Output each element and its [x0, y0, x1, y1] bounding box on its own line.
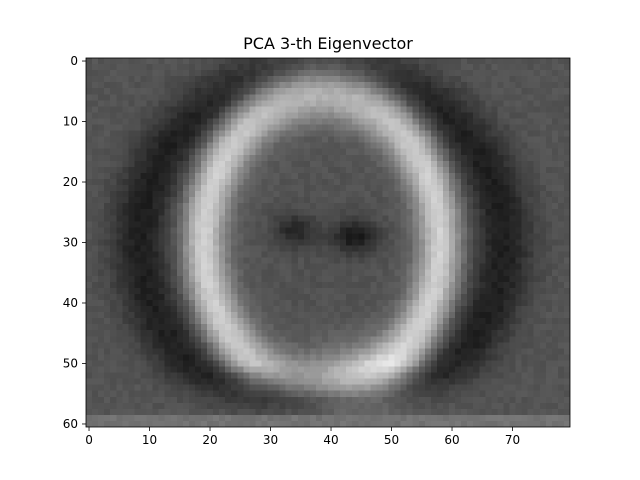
x-tick-label: 20	[202, 433, 217, 447]
y-tick-label: 60	[63, 417, 78, 431]
y-tick-label: 0	[70, 54, 78, 68]
x-tick-label: 10	[142, 433, 157, 447]
y-axis: 0 10 20 30 40 50 60	[63, 54, 86, 431]
y-tick-label: 50	[63, 356, 78, 370]
x-tick-label: 70	[505, 433, 520, 447]
y-tick-label: 40	[63, 296, 78, 310]
heatmap-image	[86, 58, 570, 427]
y-tick-label: 10	[63, 115, 78, 129]
x-axis: 0 10 20 30 40 50 60 70	[85, 427, 520, 447]
x-tick-label: 60	[444, 433, 459, 447]
x-tick-label: 50	[384, 433, 399, 447]
y-tick-label: 30	[63, 236, 78, 250]
eigenvector-image	[86, 58, 570, 427]
x-tick-label: 30	[263, 433, 278, 447]
chart-title: PCA 3-th Eigenvector	[243, 34, 413, 53]
x-tick-label: 40	[323, 433, 338, 447]
y-tick-label: 20	[63, 175, 78, 189]
x-tick-label: 0	[85, 433, 93, 447]
